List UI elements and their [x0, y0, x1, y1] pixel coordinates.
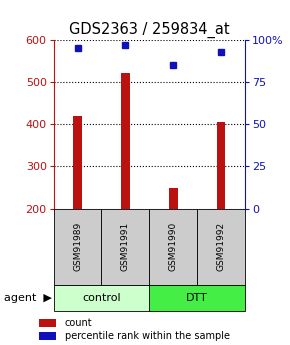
- Text: agent  ▶: agent ▶: [4, 293, 52, 303]
- Text: GSM91991: GSM91991: [121, 222, 130, 271]
- Text: GSM91989: GSM91989: [73, 222, 82, 271]
- Bar: [54, 209, 102, 285]
- Bar: [73, 116, 82, 209]
- Text: GSM91992: GSM91992: [217, 222, 226, 271]
- Title: GDS2363 / 259834_at: GDS2363 / 259834_at: [69, 22, 230, 38]
- Bar: [121, 73, 130, 209]
- Text: DTT: DTT: [186, 293, 208, 303]
- Bar: [54, 285, 149, 310]
- Text: count: count: [65, 318, 92, 328]
- Bar: [217, 122, 225, 209]
- Text: GSM91990: GSM91990: [169, 222, 178, 271]
- Bar: [149, 285, 245, 310]
- Text: percentile rank within the sample: percentile rank within the sample: [65, 331, 230, 341]
- Text: control: control: [82, 293, 121, 303]
- Bar: [169, 188, 177, 209]
- Bar: [197, 209, 245, 285]
- Bar: [102, 209, 149, 285]
- Bar: [39, 319, 57, 327]
- Bar: [149, 209, 197, 285]
- Bar: [39, 333, 57, 340]
